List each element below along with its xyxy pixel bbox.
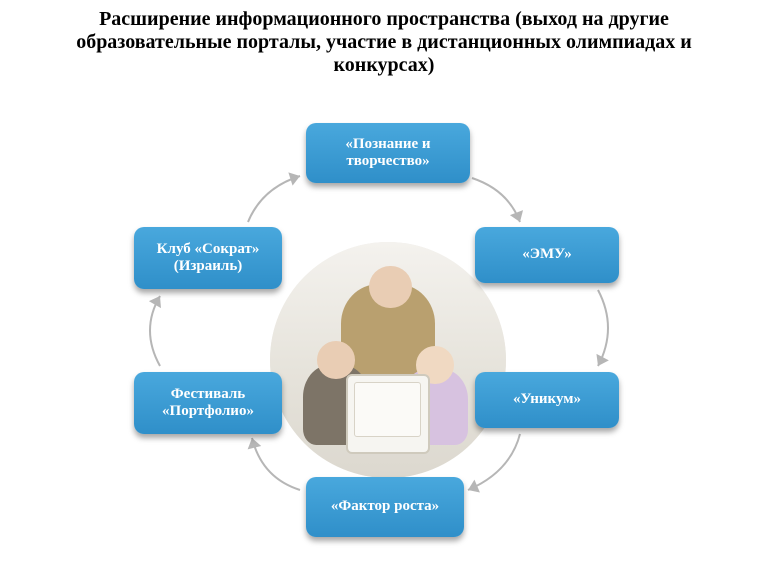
center-photo-placeholder <box>270 242 506 478</box>
cycle-diagram: «Познание и творчество» «ЭМУ» «Уникум» «Фак… <box>0 0 768 576</box>
cycle-node-label: «Познание и творчество» <box>314 136 462 171</box>
cycle-node: «ЭМУ» <box>475 227 619 283</box>
cycle-node: «Фактор роста» <box>306 477 464 537</box>
cycle-node: Фестиваль «Портфолио» <box>134 372 282 434</box>
cycle-node-label: «Уникум» <box>513 391 581 408</box>
cycle-node-label: «ЭМУ» <box>522 246 571 263</box>
cycle-node-label: Клуб «Сократ» (Израиль) <box>142 241 274 276</box>
cycle-node: Клуб «Сократ» (Израиль) <box>134 227 282 289</box>
cycle-node-label: Фестиваль «Портфолио» <box>142 386 274 421</box>
cycle-node-label: «Фактор роста» <box>331 498 439 515</box>
cycle-node: «Уникум» <box>475 372 619 428</box>
cycle-node: «Познание и творчество» <box>306 123 470 183</box>
slide-root: Расширение информационного пространства … <box>0 0 768 576</box>
